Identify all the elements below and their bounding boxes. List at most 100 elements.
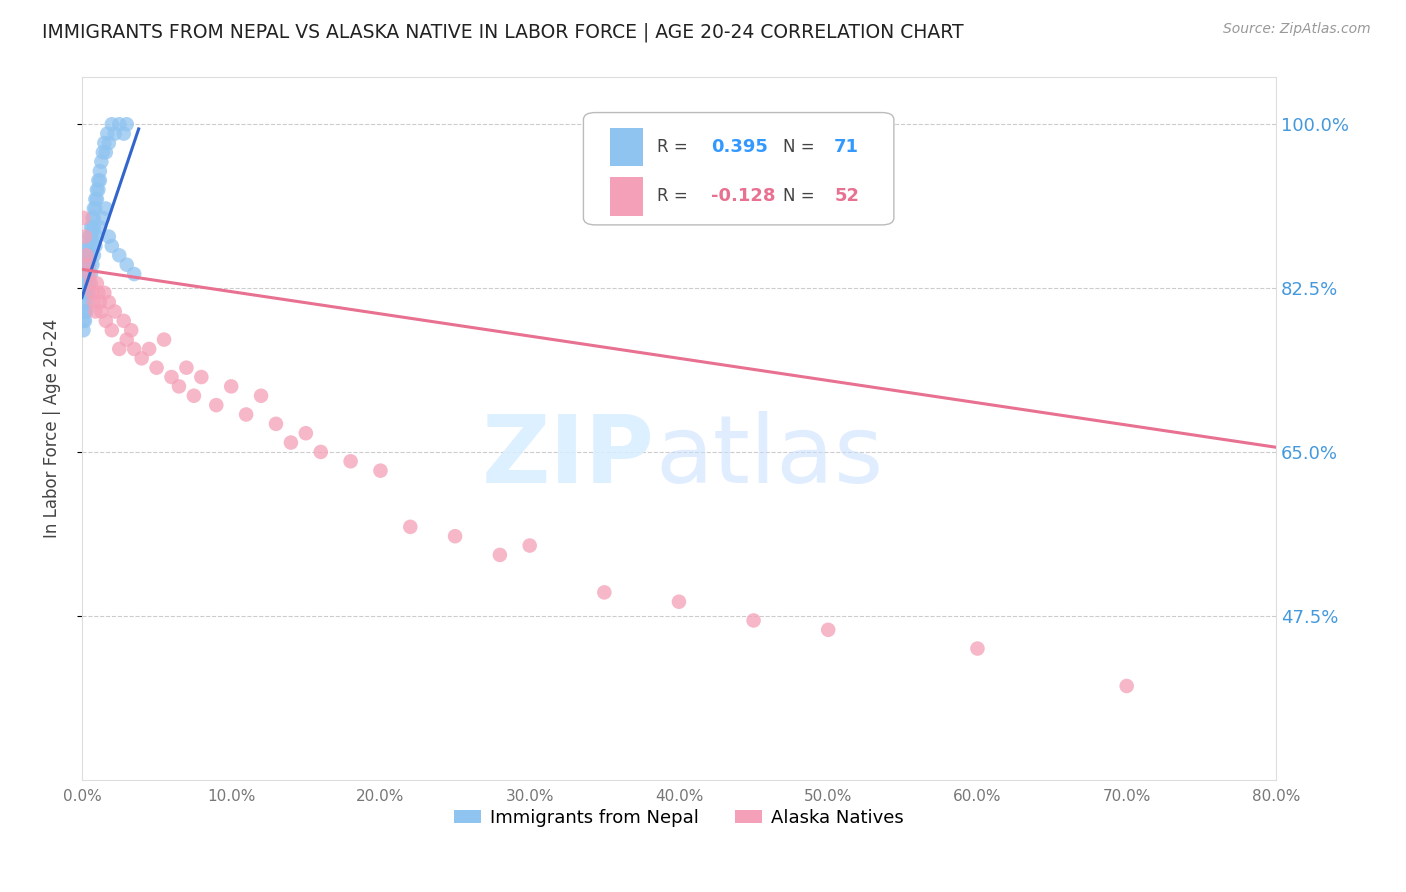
Text: ZIP: ZIP <box>482 410 655 502</box>
Point <box>73 267 96 281</box>
Point <box>82 229 104 244</box>
Point <box>77 267 100 281</box>
Point <box>80 239 103 253</box>
Point <box>94 145 117 160</box>
Text: R =: R = <box>658 187 693 205</box>
Point <box>75 248 97 262</box>
Point <box>79 239 101 253</box>
Point <box>742 614 765 628</box>
Point <box>75 277 97 291</box>
Point <box>89 295 111 310</box>
Text: N =: N = <box>783 187 820 205</box>
Text: IMMIGRANTS FROM NEPAL VS ALASKA NATIVE IN LABOR FORCE | AGE 20-24 CORRELATION CH: IMMIGRANTS FROM NEPAL VS ALASKA NATIVE I… <box>42 22 963 42</box>
Point <box>83 248 105 262</box>
Bar <box>610 177 643 216</box>
Text: 0.395: 0.395 <box>711 138 768 156</box>
Point <box>97 136 120 150</box>
Point <box>1115 679 1137 693</box>
Bar <box>610 128 643 167</box>
Point <box>72 267 94 281</box>
Point <box>104 304 127 318</box>
Point <box>90 154 112 169</box>
Point <box>145 360 167 375</box>
Point <box>86 183 108 197</box>
Point <box>160 370 183 384</box>
Y-axis label: In Labor Force | Age 20-24: In Labor Force | Age 20-24 <box>44 319 60 538</box>
Point <box>75 258 97 272</box>
Point <box>86 277 108 291</box>
Point <box>122 267 145 281</box>
Point <box>519 539 541 553</box>
Text: 52: 52 <box>834 187 859 205</box>
Point <box>108 342 131 356</box>
Point <box>79 277 101 291</box>
Point <box>112 314 135 328</box>
Point <box>82 220 104 235</box>
Point <box>101 117 124 131</box>
Point <box>176 360 198 375</box>
Point <box>72 277 94 291</box>
Point <box>295 426 318 441</box>
Point <box>235 408 257 422</box>
Point <box>89 220 111 235</box>
Point <box>73 258 96 272</box>
Point <box>138 342 160 356</box>
Point <box>77 258 100 272</box>
Point <box>73 285 96 300</box>
Point <box>108 117 131 131</box>
Text: R =: R = <box>658 138 693 156</box>
Point <box>90 304 112 318</box>
Point <box>87 183 110 197</box>
Legend: Immigrants from Nepal, Alaska Natives: Immigrants from Nepal, Alaska Natives <box>447 801 911 834</box>
Point <box>73 229 96 244</box>
Point <box>75 267 97 281</box>
Point <box>79 267 101 281</box>
Point <box>77 285 100 300</box>
Point <box>72 323 94 337</box>
Text: -0.128: -0.128 <box>711 187 776 205</box>
Point <box>115 258 138 272</box>
Text: 71: 71 <box>834 138 859 156</box>
Point <box>94 314 117 328</box>
Point <box>83 211 105 225</box>
Point <box>89 173 111 187</box>
Point <box>309 445 332 459</box>
Point <box>77 258 100 272</box>
Point <box>370 464 392 478</box>
Text: atlas: atlas <box>655 410 883 502</box>
Point <box>75 248 97 262</box>
Point <box>73 304 96 318</box>
Point <box>264 417 287 431</box>
Point <box>75 295 97 310</box>
Text: Source: ZipAtlas.com: Source: ZipAtlas.com <box>1223 22 1371 37</box>
Point <box>84 304 107 318</box>
Point <box>94 202 117 216</box>
Point <box>72 295 94 310</box>
Point <box>72 211 94 225</box>
Point <box>489 548 512 562</box>
Point <box>79 229 101 244</box>
Point <box>72 285 94 300</box>
Point <box>167 379 190 393</box>
Point <box>593 585 616 599</box>
Point <box>115 117 138 131</box>
Point <box>93 285 115 300</box>
Point <box>339 454 361 468</box>
Point <box>97 295 120 310</box>
Point <box>89 164 111 178</box>
Point <box>91 211 114 225</box>
Point <box>112 127 135 141</box>
Point <box>96 127 118 141</box>
Point <box>115 333 138 347</box>
Point <box>80 267 103 281</box>
Point <box>817 623 839 637</box>
Point <box>82 211 104 225</box>
Point <box>77 239 100 253</box>
Point <box>73 277 96 291</box>
Point <box>84 202 107 216</box>
Point <box>83 220 105 235</box>
Point <box>83 202 105 216</box>
Point <box>131 351 153 366</box>
Point <box>84 192 107 206</box>
Point <box>250 389 273 403</box>
